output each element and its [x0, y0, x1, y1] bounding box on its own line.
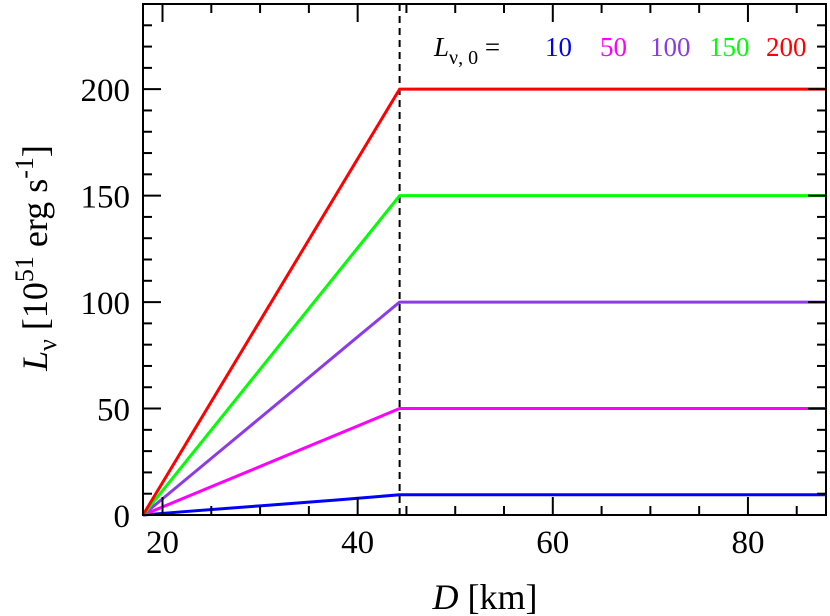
- legend-entry-50: 50: [600, 32, 627, 62]
- x-tick-label: 20: [146, 525, 179, 561]
- series-line-10: [142, 493, 826, 517]
- y-tick-label: 200: [81, 73, 131, 109]
- legend: Lν, 0 = 10 50 100 150 200: [433, 32, 807, 69]
- series-line-100: [142, 300, 826, 517]
- legend-entry-150: 150: [709, 32, 750, 62]
- y-tick-label: 100: [81, 286, 131, 322]
- y-tick-label: 150: [81, 180, 131, 216]
- x-tick-label: 60: [536, 525, 569, 561]
- plot-frame: [142, 3, 827, 516]
- y-axis-label: Lν [1051 erg s-1]: [10, 145, 62, 372]
- x-tick-label: 40: [341, 525, 374, 561]
- y-tick-label: 0: [114, 499, 131, 535]
- x-axis-label: D [km]: [432, 577, 538, 616]
- legend-title: Lν, 0 =: [433, 32, 500, 69]
- legend-entry-100: 100: [650, 32, 691, 62]
- y-tick-label: 50: [97, 393, 130, 429]
- series-line-200: [141, 87, 826, 516]
- x-tick-label: 80: [731, 525, 764, 561]
- legend-entry-10: 10: [545, 32, 572, 62]
- series-line-50: [142, 407, 826, 517]
- legend-entry-200: 200: [766, 32, 807, 62]
- series-line-150: [141, 194, 826, 516]
